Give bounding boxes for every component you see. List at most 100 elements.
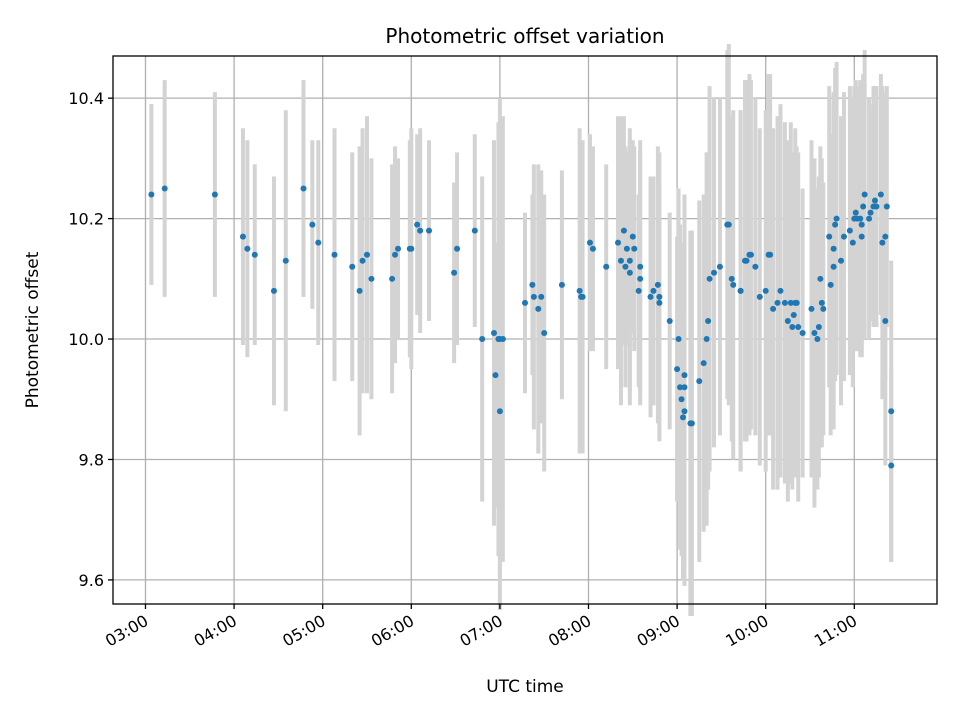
data-point — [426, 227, 433, 234]
data-point — [479, 336, 486, 343]
data-point — [331, 251, 338, 258]
data-point — [882, 317, 889, 324]
data-point — [787, 299, 794, 306]
data-point — [818, 299, 825, 306]
data-point — [790, 311, 797, 318]
data-point — [877, 191, 884, 198]
y-tick-label: 9.8 — [79, 450, 104, 469]
data-point — [888, 408, 895, 415]
data-point — [680, 414, 687, 421]
data-point — [852, 209, 859, 216]
data-point — [832, 221, 839, 228]
data-point — [866, 215, 873, 222]
data-point — [882, 233, 889, 240]
data-point — [820, 305, 827, 312]
data-point — [631, 245, 638, 252]
data-point — [579, 293, 586, 300]
y-axis-label: Photometric offset — [23, 251, 43, 408]
data-point — [774, 299, 781, 306]
error-bars — [149, 43, 894, 617]
data-point — [414, 221, 421, 228]
data-point — [728, 275, 735, 282]
data-point — [492, 372, 499, 379]
data-point — [654, 281, 661, 288]
data-point — [743, 257, 750, 264]
data-point — [541, 330, 548, 337]
data-point — [858, 221, 865, 228]
data-point — [650, 287, 657, 294]
data-point — [315, 239, 322, 246]
data-point — [811, 330, 818, 337]
data-point — [861, 191, 868, 198]
data-point — [860, 203, 867, 210]
data-point — [793, 299, 800, 306]
data-points — [148, 185, 895, 469]
data-point — [716, 263, 723, 270]
data-point — [752, 263, 759, 270]
data-point — [586, 239, 593, 246]
data-point — [888, 462, 895, 469]
data-point — [603, 263, 610, 270]
data-point — [777, 287, 784, 294]
data-point — [675, 336, 682, 343]
data-point — [706, 275, 713, 282]
data-point — [635, 287, 642, 294]
data-point — [282, 257, 289, 264]
x-tick-label: 05:00 — [279, 611, 328, 651]
data-point — [857, 215, 864, 222]
data-point — [392, 251, 399, 258]
data-point — [767, 251, 774, 258]
data-point — [647, 293, 654, 300]
data-point — [251, 251, 258, 258]
data-point — [359, 257, 366, 264]
data-point — [656, 293, 663, 300]
data-point — [623, 245, 630, 252]
data-point — [858, 233, 865, 240]
chart-title: Photometric offset variation — [385, 24, 664, 48]
data-point — [408, 245, 415, 252]
data-point — [838, 257, 845, 264]
data-point — [681, 372, 688, 379]
data-point — [700, 360, 707, 367]
x-tick-label: 07:00 — [456, 611, 505, 651]
y-tick-label: 10.2 — [68, 210, 104, 229]
data-point — [730, 281, 737, 288]
data-point — [846, 227, 853, 234]
data-point — [867, 209, 874, 216]
data-point — [471, 227, 478, 234]
data-point — [677, 384, 684, 391]
data-point — [849, 239, 856, 246]
data-point — [496, 408, 503, 415]
data-point — [270, 287, 277, 294]
data-point — [637, 275, 644, 282]
data-point — [770, 305, 777, 312]
y-tick-label: 10.0 — [68, 330, 104, 349]
data-point — [725, 221, 732, 228]
data-point — [161, 185, 168, 192]
data-point — [368, 275, 375, 282]
x-tick-label: 10:00 — [722, 611, 771, 651]
data-point — [814, 336, 821, 343]
y-tick-label: 9.6 — [79, 571, 104, 590]
data-point — [826, 233, 833, 240]
x-tick-label: 11:00 — [811, 611, 860, 651]
x-tick-label: 03:00 — [102, 611, 151, 651]
data-point — [703, 336, 710, 343]
data-point — [629, 233, 636, 240]
data-point — [830, 263, 837, 270]
data-point — [617, 257, 624, 264]
data-point — [637, 263, 644, 270]
data-point — [529, 281, 536, 288]
data-point — [781, 299, 788, 306]
data-point — [705, 317, 712, 324]
data-point — [688, 420, 695, 427]
data-point — [737, 287, 744, 294]
data-point — [454, 245, 461, 252]
data-point — [349, 263, 356, 270]
x-tick-label: 09:00 — [634, 611, 683, 651]
data-point — [681, 384, 688, 391]
data-point — [784, 317, 791, 324]
data-point — [389, 275, 396, 282]
data-point — [871, 197, 878, 204]
